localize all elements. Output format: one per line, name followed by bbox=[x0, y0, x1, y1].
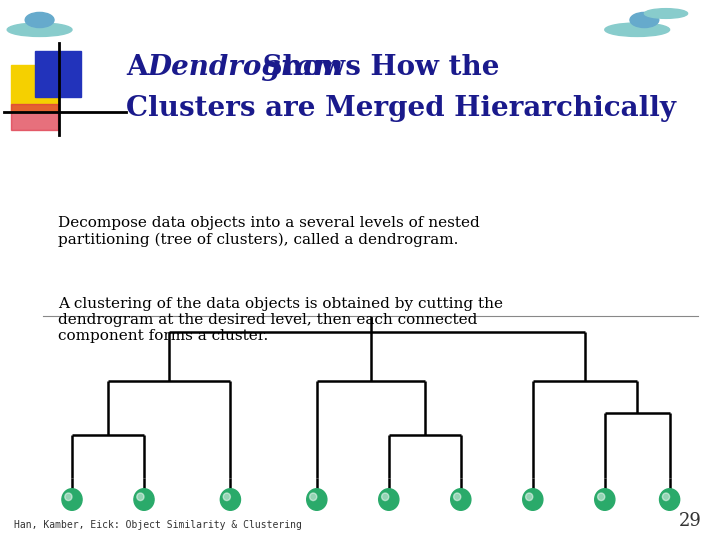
Bar bbox=[11, 104, 58, 130]
Ellipse shape bbox=[25, 12, 54, 28]
Ellipse shape bbox=[605, 23, 670, 37]
Ellipse shape bbox=[137, 493, 144, 501]
Ellipse shape bbox=[134, 489, 154, 510]
Ellipse shape bbox=[526, 493, 533, 501]
Ellipse shape bbox=[595, 489, 615, 510]
Ellipse shape bbox=[307, 489, 327, 510]
Text: Clusters are Merged Hierarchically: Clusters are Merged Hierarchically bbox=[126, 94, 676, 122]
Ellipse shape bbox=[644, 9, 688, 18]
Ellipse shape bbox=[451, 489, 471, 510]
Ellipse shape bbox=[630, 12, 659, 28]
Ellipse shape bbox=[65, 493, 72, 501]
Text: Decompose data objects into a several levels of nested
partitioning (tree of clu: Decompose data objects into a several le… bbox=[58, 216, 480, 247]
Ellipse shape bbox=[223, 493, 230, 501]
Text: 29: 29 bbox=[679, 512, 702, 530]
Text: A clustering of the data objects is obtained by cutting the
dendrogram at the de: A clustering of the data objects is obta… bbox=[58, 297, 503, 343]
Ellipse shape bbox=[7, 23, 72, 37]
Ellipse shape bbox=[220, 489, 240, 510]
Text: A: A bbox=[126, 54, 157, 81]
Ellipse shape bbox=[62, 489, 82, 510]
Ellipse shape bbox=[379, 489, 399, 510]
Ellipse shape bbox=[523, 489, 543, 510]
Ellipse shape bbox=[660, 489, 680, 510]
Ellipse shape bbox=[598, 493, 605, 501]
Ellipse shape bbox=[454, 493, 461, 501]
Ellipse shape bbox=[382, 493, 389, 501]
Ellipse shape bbox=[310, 493, 317, 501]
Text: Dendrogram: Dendrogram bbox=[148, 54, 343, 81]
Text: Han, Kamber, Eick: Object Similarity & Clustering: Han, Kamber, Eick: Object Similarity & C… bbox=[14, 520, 302, 530]
Ellipse shape bbox=[662, 493, 670, 501]
Bar bbox=[11, 65, 58, 111]
Bar bbox=[35, 51, 81, 97]
Text: Shows How the: Shows How the bbox=[253, 54, 500, 81]
